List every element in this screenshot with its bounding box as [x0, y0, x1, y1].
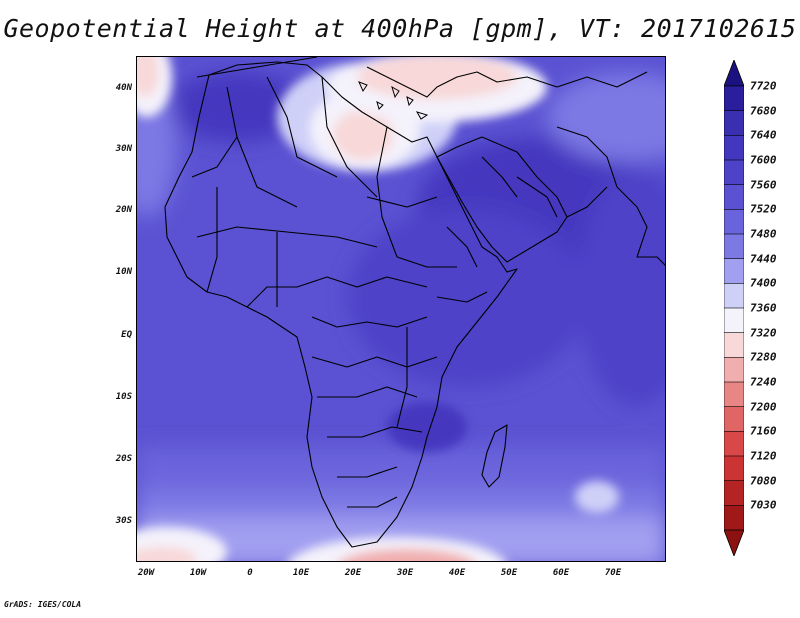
colorbar-swatch [724, 159, 744, 186]
lon-label-30e: 30E [396, 568, 414, 578]
colorbar-swatch [724, 307, 744, 334]
colorbar-label: 7120 [750, 449, 777, 463]
colorbar-swatch [724, 233, 744, 260]
colorbar-swatch [724, 406, 744, 433]
grads-credit: GrADS: IGES/COLA [4, 600, 82, 609]
colorbar-label: 7640 [750, 128, 777, 142]
map-title: Geopotential Height at 400hPa [gpm], VT:… [3, 14, 797, 43]
colorbar-label: 7320 [750, 326, 777, 340]
colorbar-label: 7160 [750, 424, 777, 438]
lon-label-20w: 20W [137, 568, 155, 578]
lat-label-20n: 20N [115, 205, 132, 215]
colorbar-swatch [724, 110, 744, 137]
colorbar-label: 7030 [750, 498, 777, 512]
colorbar-label: 7560 [750, 178, 777, 192]
field-shading [137, 72, 665, 561]
lon-label-0: 0 [247, 568, 253, 578]
colorbar-swatch [724, 357, 744, 383]
lon-label-10e: 10E [292, 568, 310, 578]
med-islands [358, 81, 429, 120]
colorbar-label: 7400 [750, 276, 777, 290]
colorbar-label: 7440 [750, 252, 777, 266]
colorbar-swatch [724, 209, 744, 235]
colorbar-swatch [724, 431, 744, 457]
lon-label-10w: 10W [189, 568, 207, 578]
lat-label-30n: 30N [115, 144, 132, 154]
country-boundaries [164, 57, 665, 548]
colorbar-swatch [724, 283, 744, 309]
lat-label-30s: 30S [115, 516, 132, 526]
colorbar-swatch [724, 381, 744, 408]
colorbar-swatch [724, 184, 744, 211]
colorbar [724, 60, 744, 556]
colorbar-swatch [724, 135, 744, 161]
colorbar-label: 7360 [750, 301, 777, 315]
colorbar-label: 7520 [750, 202, 777, 216]
lat-label-20s: 20S [115, 454, 132, 464]
colorbar-top-arrow [724, 60, 744, 87]
colorbar-swatch [724, 455, 744, 482]
lat-label-eq: EQ [121, 330, 132, 340]
colorbar-swatch [724, 258, 744, 285]
colorbar-bottom-arrow [724, 529, 744, 556]
colorbar-label: 7480 [750, 227, 777, 241]
lat-label-10n: 10N [115, 267, 132, 277]
lon-label-40e: 40E [448, 568, 466, 578]
colorbar-label: 7600 [750, 153, 777, 167]
colorbar-swatch [724, 480, 744, 507]
lon-label-60e: 60E [552, 568, 570, 578]
lon-label-70e: 70E [604, 568, 622, 578]
colorbar-swatch [724, 85, 744, 112]
colorbar-label: 7720 [750, 79, 777, 93]
lon-label-50e: 50E [500, 568, 518, 578]
lon-label-20e: 20E [344, 568, 362, 578]
colorbar-label: 7200 [750, 400, 777, 414]
colorbar-label: 7680 [750, 104, 777, 118]
lat-label-10s: 10S [115, 392, 132, 402]
geopotential-map [136, 56, 666, 562]
colorbar-label: 7280 [750, 350, 777, 364]
colorbar-label: 7240 [750, 375, 777, 389]
map-svg [137, 57, 665, 561]
colorbar-label: 7080 [750, 474, 777, 488]
colorbar-swatch [724, 332, 744, 359]
lat-label-40n: 40N [115, 83, 132, 93]
colorbar-swatch [724, 505, 744, 531]
